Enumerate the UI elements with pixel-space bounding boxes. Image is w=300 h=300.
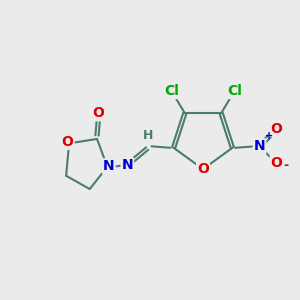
Text: N: N <box>103 159 115 173</box>
Text: O: O <box>271 156 283 170</box>
Text: +: + <box>266 131 274 141</box>
Text: H: H <box>143 130 153 142</box>
Text: N: N <box>254 139 265 153</box>
Text: N: N <box>122 158 133 172</box>
Text: -: - <box>283 159 288 172</box>
Text: O: O <box>93 106 104 120</box>
Text: O: O <box>62 135 74 149</box>
Text: O: O <box>197 162 209 176</box>
Text: Cl: Cl <box>164 84 179 98</box>
Text: Cl: Cl <box>227 84 242 98</box>
Text: O: O <box>271 122 283 136</box>
